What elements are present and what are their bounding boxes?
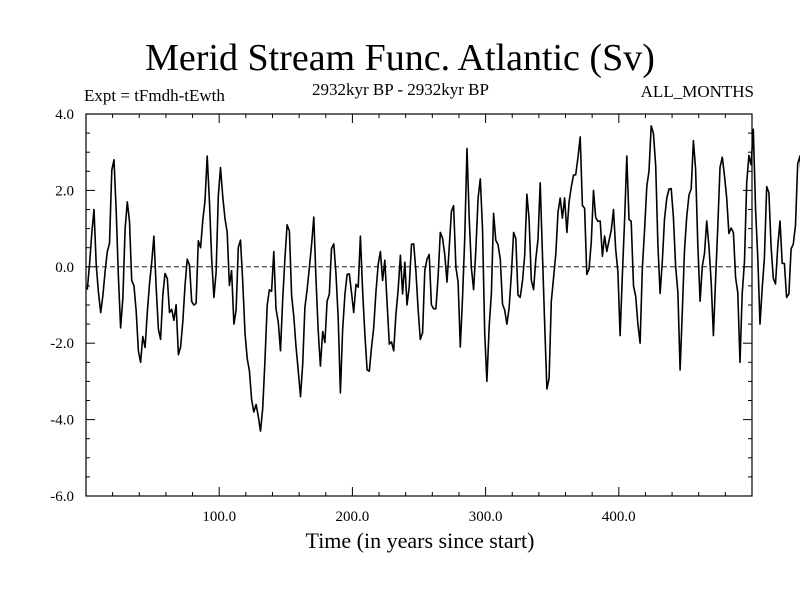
x-tick-label: 100.0 bbox=[202, 509, 236, 525]
y-tick-label: 2.0 bbox=[55, 183, 74, 199]
y-tick-label: 0.0 bbox=[55, 260, 74, 276]
y-tick-label: -2.0 bbox=[50, 336, 74, 352]
y-axis: 4.0 2.0 0.0 -2.0 -4.0 -6.0 bbox=[50, 107, 752, 505]
plot-frame bbox=[85, 113, 753, 497]
series-layer bbox=[86, 125, 800, 432]
x-axis-label: Time (in years since start) bbox=[305, 528, 535, 553]
x-tick-label: 300.0 bbox=[469, 509, 503, 525]
period-label: 2932kyr BP - 2932kyr BP bbox=[312, 80, 489, 99]
y-tick-label: 4.0 bbox=[55, 107, 74, 123]
series-line bbox=[86, 125, 800, 432]
x-tick-label: 400.0 bbox=[602, 509, 636, 525]
chart-title: Merid Stream Func. Atlantic (Sv) bbox=[145, 37, 655, 79]
x-axis: 100.0 200.0 300.0 400.0 bbox=[112, 114, 726, 525]
y-tick-label: -4.0 bbox=[50, 413, 74, 429]
months-label: ALL_MONTHS bbox=[640, 82, 754, 101]
y-tick-label: -6.0 bbox=[50, 489, 74, 505]
experiment-label: Expt = tFmdh-tEwth bbox=[84, 86, 225, 105]
x-tick-label: 200.0 bbox=[336, 509, 370, 525]
